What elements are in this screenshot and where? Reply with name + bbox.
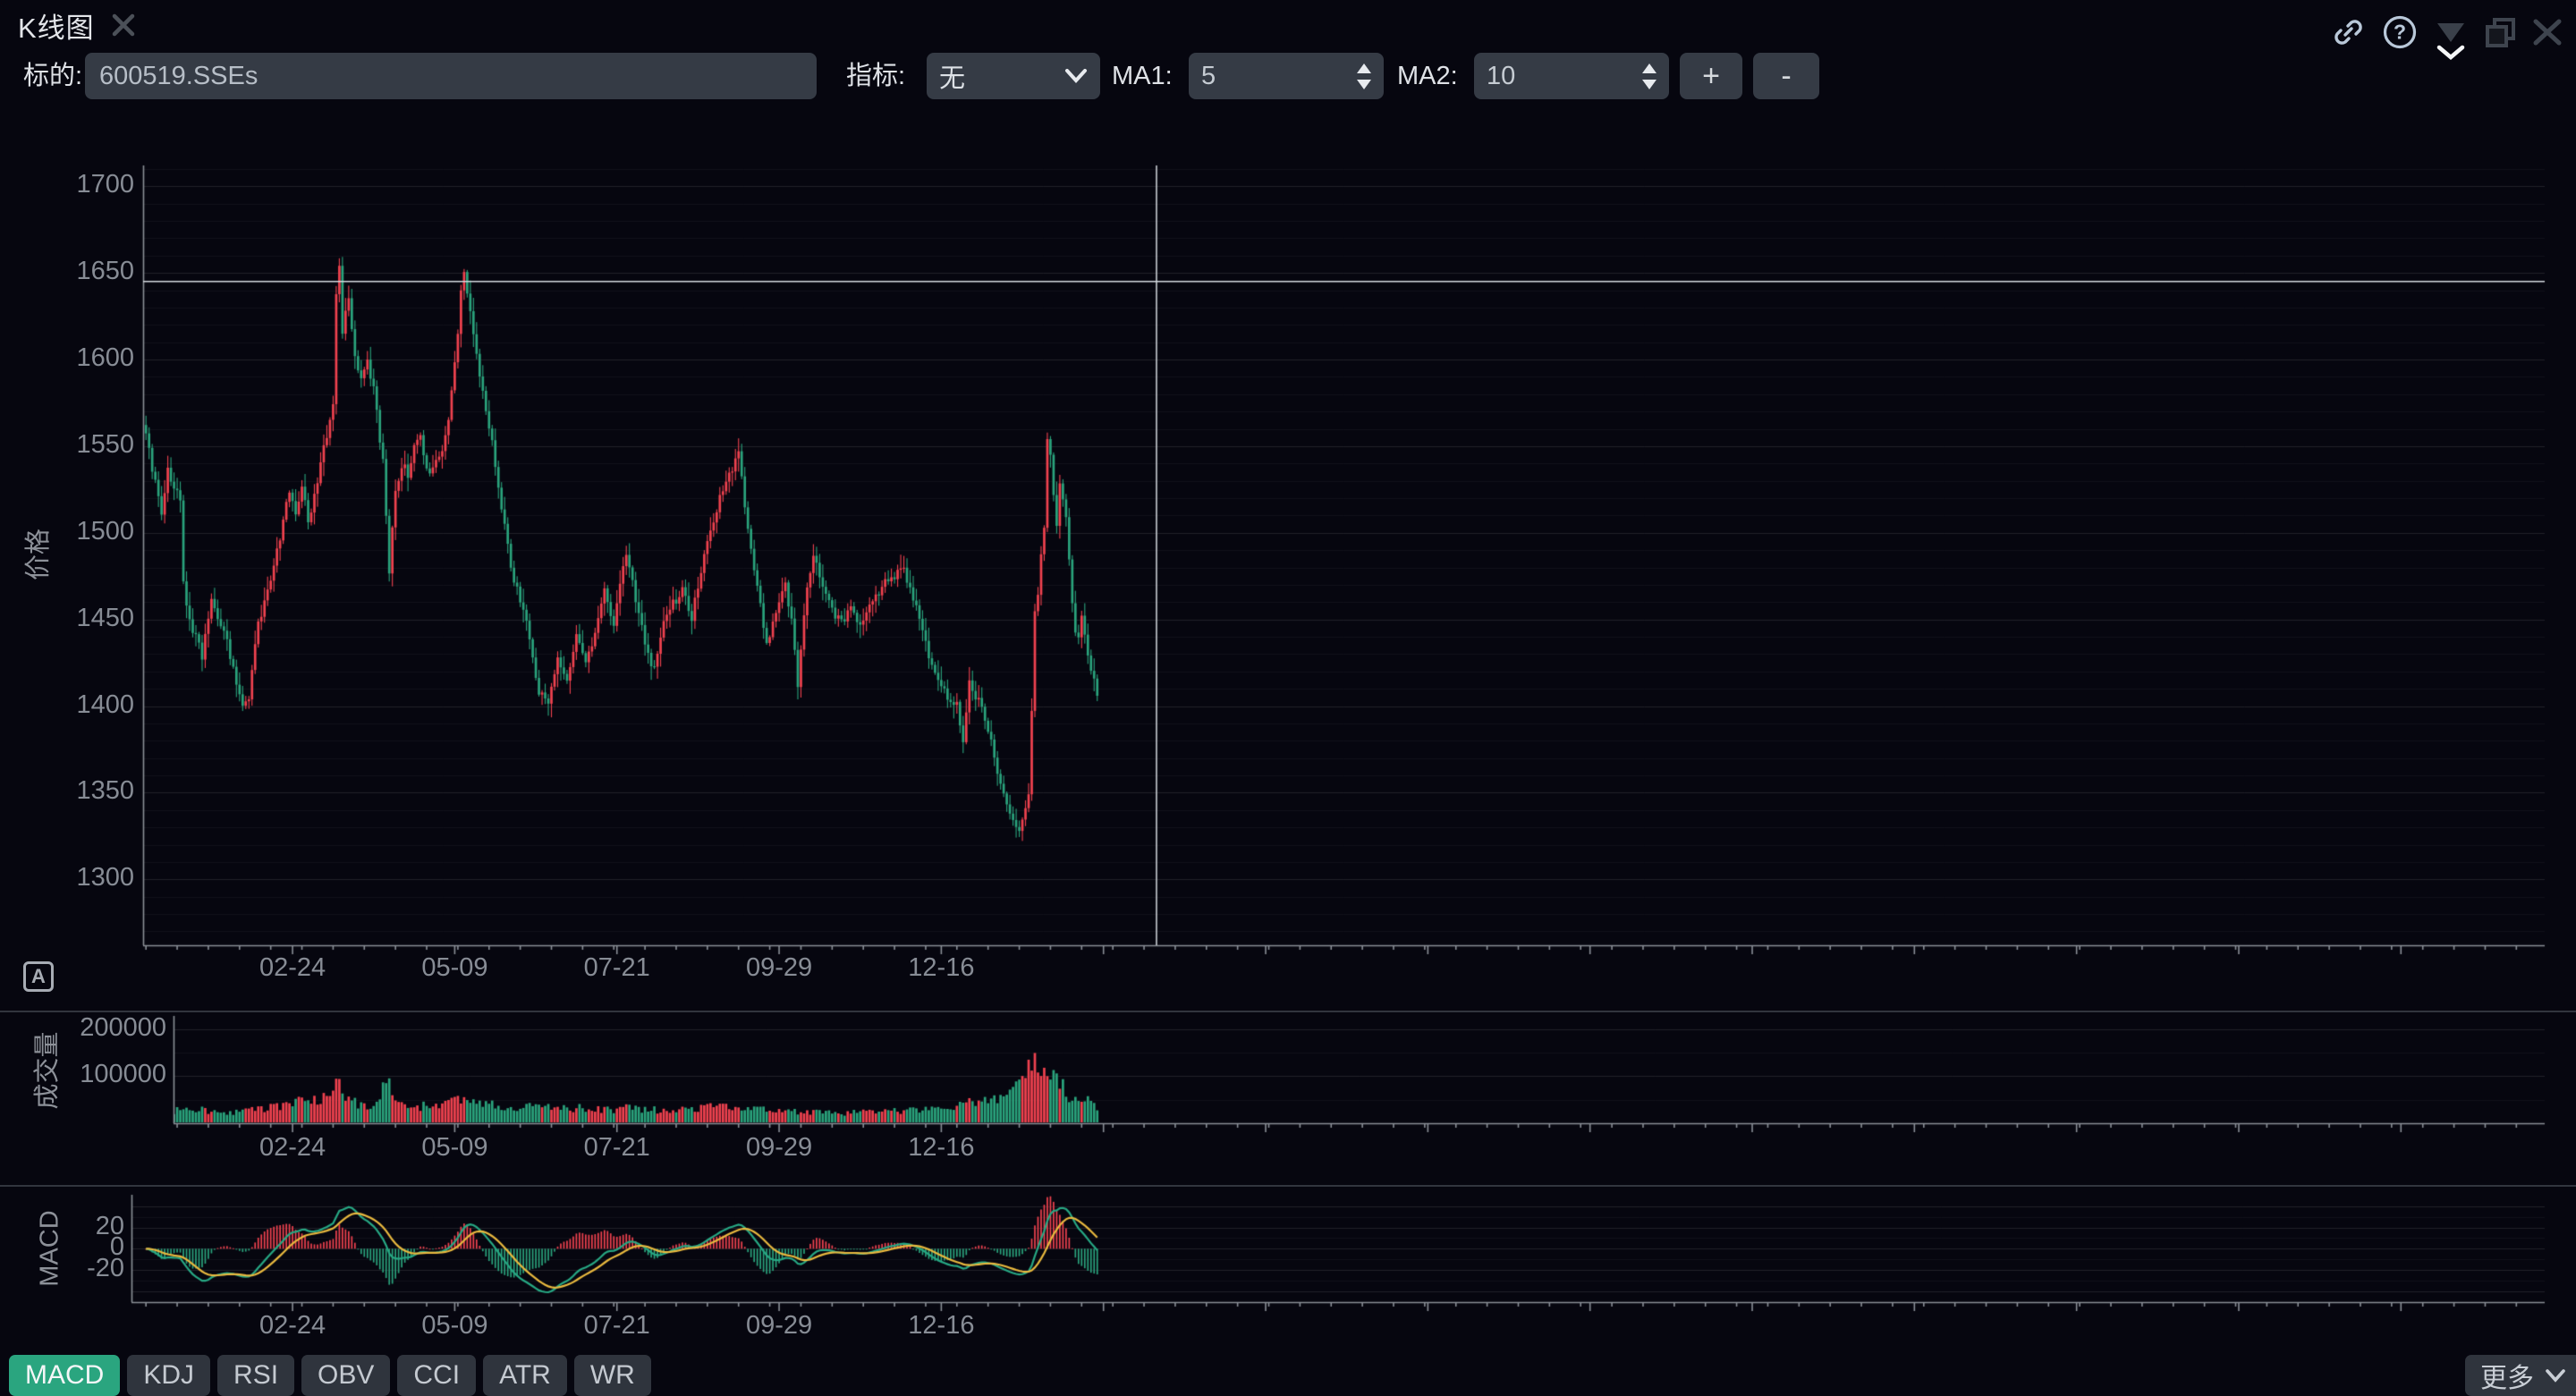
zoom-in-button[interactable]: + [1680,53,1742,99]
indicator-tab-macd[interactable]: MACD [9,1355,121,1396]
volume-x-tick-label: 05-09 [421,1133,488,1162]
volume-x-tick-label: 12-16 [908,1133,975,1162]
price-x-tick-label: 12-16 [908,953,975,982]
axes-tool-button[interactable]: A [23,961,54,992]
price-y-tick-label: 1450 [76,603,134,632]
ma2-stepper[interactable]: 10 [1474,53,1669,99]
more-indicators-button[interactable]: 更多 [2465,1355,2576,1396]
tab-close-icon[interactable] [109,11,138,39]
price-y-tick-label: 1500 [76,516,134,546]
restore-windows-icon[interactable] [2483,14,2519,50]
indicator-tab-kdj[interactable]: KDJ [127,1355,211,1396]
macd-x-tick-label: 02-24 [258,1311,326,1340]
price-y-tick-label: 1600 [76,343,134,373]
macd-axis-title: MACD [35,1210,64,1287]
window-title: K线图 [18,13,95,44]
macd-x-tick-label: 12-16 [908,1311,975,1340]
svg-text:?: ? [2394,21,2406,44]
panel-collapse-control[interactable] [2431,14,2470,61]
chevron-down-icon [2546,1368,2565,1383]
macd-y-tick-label: -20 [87,1253,124,1282]
stepper-arrows-icon[interactable] [1642,63,1657,89]
ma2-value: 10 [1487,61,1516,90]
price-y-tick-label: 1700 [76,170,134,199]
ma1-value: 5 [1201,61,1216,90]
indicator-tab-wr[interactable]: WR [573,1355,651,1396]
price-y-tick-label: 1300 [76,863,134,893]
indicator-tab-obv[interactable]: OBV [301,1355,391,1396]
close-icon[interactable] [2531,14,2563,50]
indicator-tab-rsi[interactable]: RSI [217,1355,295,1396]
ma2-label: MA2: [1397,62,1458,90]
price-y-tick-label: 1650 [76,257,134,286]
volume-x-tick-label: 07-21 [583,1133,650,1162]
zoom-out-button[interactable]: - [1753,53,1819,99]
price-x-tick-label: 09-29 [745,953,813,982]
volume-x-tick-label: 02-24 [258,1133,326,1162]
price-x-tick-label: 07-21 [583,953,650,982]
macd-y-tick-label: 0 [109,1232,124,1262]
price-x-tick-label: 02-24 [258,953,326,982]
volume-y-tick-label: 200000 [80,1012,166,1042]
macd-x-tick-label: 09-29 [745,1311,813,1340]
ma1-stepper[interactable]: 5 [1189,53,1384,99]
chevron-down-icon[interactable] [2436,45,2466,61]
caret-down-icon[interactable] [2437,23,2464,42]
ma1-label: MA1: [1112,62,1173,90]
indicator-tab-cci[interactable]: CCI [397,1355,477,1396]
price-axis-title: 价格 [24,528,53,581]
more-indicators-label: 更多 [2480,1364,2534,1393]
indicator-select[interactable]: 无 [927,53,1100,99]
volume-y-tick-label: 100000 [80,1060,166,1089]
pane-divider [0,1011,2576,1012]
indicator-label: 指标: [846,62,906,90]
stepper-arrows-icon[interactable] [1357,63,1371,89]
price-y-tick-label: 1350 [76,776,134,806]
pane-divider [0,1185,2576,1187]
volume-x-tick-label: 09-29 [745,1133,813,1162]
symbol-label: 标的: [23,62,83,90]
indicator-tab-atr[interactable]: ATR [483,1355,567,1396]
volume-axis-title: 成交量 [33,1031,62,1110]
macd-y-tick-label: 20 [95,1211,124,1240]
indicator-tab-bar: MACD KDJ RSI OBV CCI ATR WR [9,1355,651,1396]
symbol-input[interactable] [85,53,817,99]
macd-x-tick-label: 05-09 [421,1311,488,1340]
indicator-select-value: 无 [939,64,966,93]
macd-x-tick-label: 07-21 [583,1311,650,1340]
help-icon[interactable]: ? [2382,14,2418,50]
titlebar-icon-group: ? [2322,7,2569,60]
link-icon[interactable] [2330,14,2366,50]
price-y-tick-label: 1400 [76,690,134,719]
select-chevron-icon [1065,69,1087,83]
price-y-tick-label: 1550 [76,429,134,459]
price-x-tick-label: 05-09 [421,953,488,982]
